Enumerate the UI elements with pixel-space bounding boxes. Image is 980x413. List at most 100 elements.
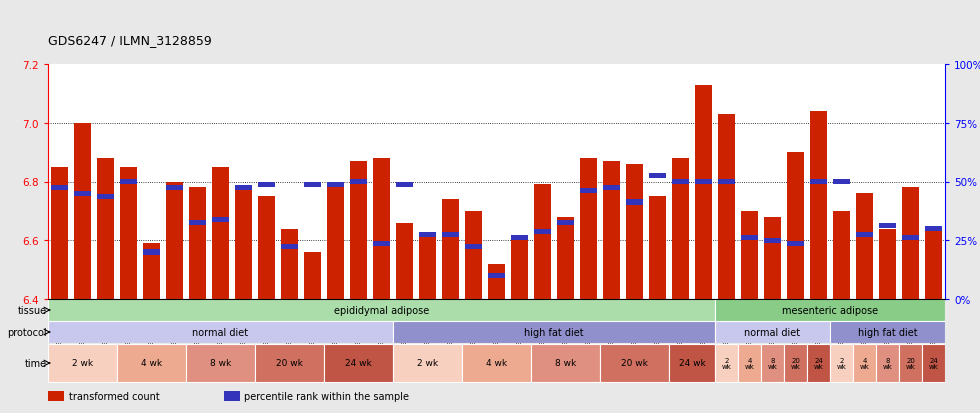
Bar [899, 344, 922, 382]
Bar [876, 344, 899, 382]
Bar [189, 188, 206, 299]
Bar [143, 244, 160, 299]
Text: 8 wk: 8 wk [555, 358, 576, 368]
Bar [327, 182, 344, 299]
Bar [626, 164, 643, 299]
Bar [718, 115, 735, 299]
Bar [902, 235, 919, 240]
Bar [212, 167, 229, 299]
Bar [809, 180, 827, 185]
Bar [223, 392, 240, 401]
Bar [833, 211, 850, 299]
Bar [902, 188, 919, 299]
Text: 20
wk: 20 wk [791, 357, 801, 369]
Bar [763, 238, 781, 243]
Bar [672, 180, 689, 185]
Text: high fat diet: high fat diet [858, 327, 917, 337]
Bar [763, 217, 781, 299]
Bar [603, 185, 620, 190]
Bar [235, 188, 252, 299]
Text: GDS6247 / ILMN_3128859: GDS6247 / ILMN_3128859 [48, 34, 212, 47]
Bar [833, 180, 850, 185]
Bar [166, 182, 183, 299]
Bar [718, 180, 735, 185]
Bar [48, 344, 117, 382]
Text: 8
wk: 8 wk [767, 357, 777, 369]
Bar [809, 112, 827, 299]
Bar [715, 344, 738, 382]
Bar [603, 161, 620, 299]
Text: mesenteric adipose: mesenteric adipose [782, 305, 878, 315]
Text: normal diet: normal diet [192, 327, 249, 337]
Bar [281, 244, 298, 249]
Text: 2 wk: 2 wk [72, 358, 93, 368]
Bar [143, 250, 160, 255]
Bar [74, 123, 91, 299]
Bar [120, 180, 137, 185]
Bar [807, 344, 830, 382]
Bar [393, 344, 462, 382]
Bar [669, 344, 715, 382]
Bar [830, 344, 853, 382]
Bar [97, 194, 114, 199]
Bar [695, 180, 712, 185]
Text: 4 wk: 4 wk [486, 358, 507, 368]
Text: transformed count: transformed count [69, 392, 160, 401]
Text: tissue: tissue [18, 305, 47, 315]
Text: 2 wk: 2 wk [416, 358, 438, 368]
Bar [235, 185, 252, 190]
Bar [534, 229, 551, 235]
Bar [784, 344, 807, 382]
Text: 24 wk: 24 wk [345, 358, 371, 368]
Bar [715, 300, 945, 321]
Bar [738, 344, 761, 382]
Bar [304, 252, 321, 299]
Text: 4
wk: 4 wk [859, 357, 869, 369]
Bar [787, 153, 805, 299]
Bar [580, 188, 597, 193]
Bar [557, 221, 574, 225]
Text: 20
wk: 20 wk [906, 357, 915, 369]
Bar [600, 344, 669, 382]
Bar [324, 344, 393, 382]
Bar [531, 344, 600, 382]
Bar [649, 173, 666, 179]
Bar [511, 238, 528, 299]
Bar [925, 226, 942, 299]
Text: protocol: protocol [7, 327, 47, 337]
Bar [48, 322, 393, 343]
Bar [442, 199, 459, 299]
Bar [372, 241, 390, 246]
Bar [418, 232, 436, 237]
Text: 2
wk: 2 wk [721, 357, 731, 369]
Bar [787, 241, 805, 246]
Bar [761, 344, 784, 382]
Bar [396, 183, 414, 188]
Bar [856, 194, 873, 299]
Bar [879, 229, 896, 299]
Bar [465, 211, 482, 299]
Bar [189, 221, 206, 225]
Text: percentile rank within the sample: percentile rank within the sample [244, 392, 410, 401]
Bar [120, 167, 137, 299]
Bar [48, 392, 64, 401]
Bar [48, 300, 715, 321]
Text: 2
wk: 2 wk [837, 357, 847, 369]
Bar [396, 223, 414, 299]
Bar [350, 180, 368, 185]
Bar [372, 159, 390, 299]
Text: 8
wk: 8 wk [883, 357, 893, 369]
Text: time: time [24, 358, 47, 368]
Text: epididymal adipose: epididymal adipose [334, 305, 429, 315]
Bar [695, 85, 712, 299]
Bar [672, 159, 689, 299]
Text: 24
wk: 24 wk [929, 357, 939, 369]
Bar [853, 344, 876, 382]
Bar [741, 211, 759, 299]
Bar [304, 183, 321, 188]
Text: 24 wk: 24 wk [678, 358, 706, 368]
Bar [350, 161, 368, 299]
Bar [166, 185, 183, 190]
Bar [74, 191, 91, 196]
Bar [830, 322, 945, 343]
